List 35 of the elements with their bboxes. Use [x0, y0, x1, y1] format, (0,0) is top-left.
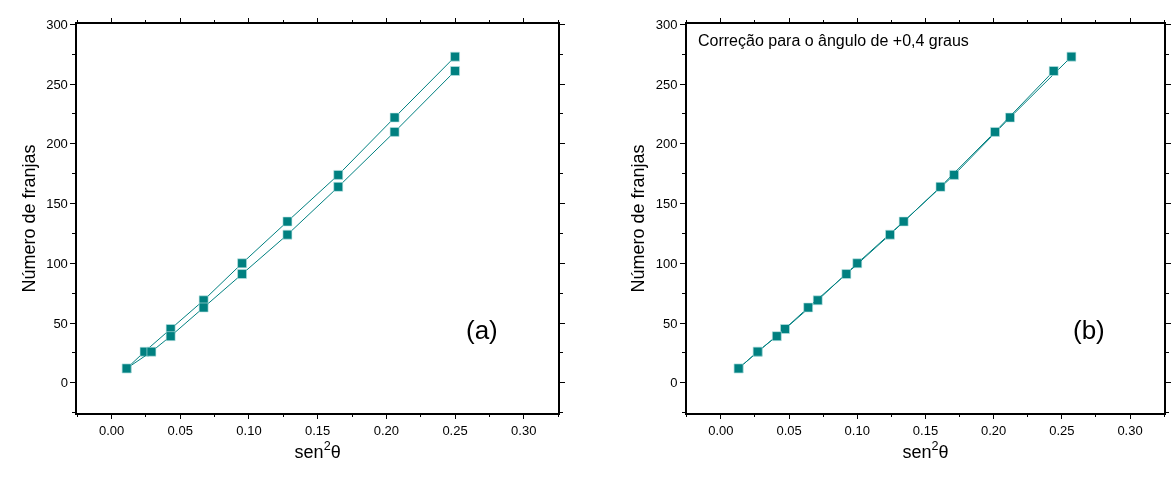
y-tick-label: 0 [670, 375, 678, 391]
x-tick-label: 0.25 [1049, 422, 1075, 438]
x-tick-label: 0.00 [98, 422, 125, 438]
y-tick-label: 200 [655, 136, 678, 152]
y-tick-label: 150 [655, 196, 678, 212]
x-tick-label: 0.15 [304, 422, 331, 438]
y-tick-label: 150 [46, 196, 68, 212]
x-axis-title: sen$^{2}$θ [294, 439, 341, 462]
x-axis-title: sen$^{2}$θ [902, 439, 949, 462]
y-tick-label: 50 [53, 315, 68, 331]
x-tick-label: 0.30 [511, 422, 537, 438]
x-tick-label: 0.05 [167, 422, 193, 438]
y-tick-label: 300 [46, 16, 68, 32]
y-axis-title: Número de franjas [18, 144, 39, 293]
annotation: Correção para o ângulo de +0,4 graus [698, 32, 969, 49]
y-tick-label: 250 [46, 76, 68, 92]
annotation: (b) [1073, 315, 1105, 345]
x-tick-label: 0.15 [912, 422, 939, 438]
annotation: (a) [466, 315, 498, 345]
x-tick-label: 0.30 [1117, 422, 1143, 438]
x-tick-label: 0.20 [373, 422, 400, 438]
y-tick-label: 0 [60, 375, 68, 391]
y-tick-label: 250 [655, 76, 678, 92]
x-tick-label: 0.00 [708, 422, 734, 438]
y-tick-label: 200 [46, 136, 68, 152]
x-tick-label: 0.25 [442, 422, 468, 438]
y-tick-label: 50 [662, 315, 678, 331]
y-tick-label: 300 [655, 16, 678, 32]
x-tick-label: 0.10 [844, 422, 870, 438]
y-axis-title: Número de franjas [628, 144, 649, 293]
x-tick-label: 0.10 [236, 422, 262, 438]
x-tick-label: 0.05 [776, 422, 802, 438]
y-tick-label: 100 [655, 255, 678, 271]
y-tick-label: 100 [46, 255, 68, 271]
x-tick-label: 0.20 [981, 422, 1007, 438]
